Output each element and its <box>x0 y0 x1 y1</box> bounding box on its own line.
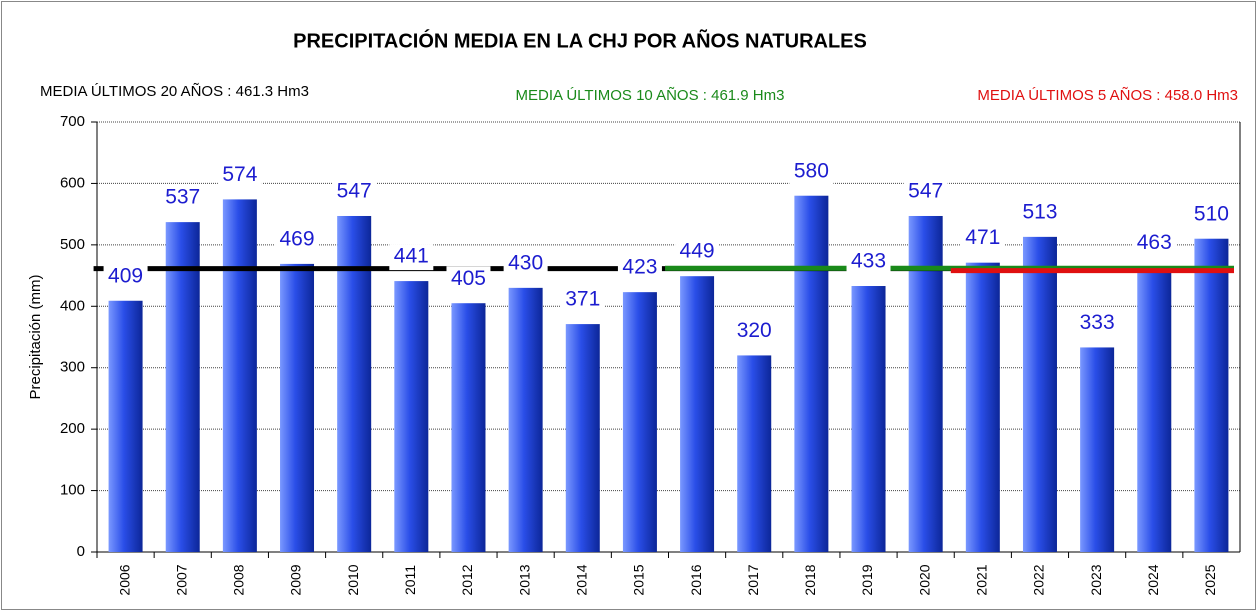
chart-title: PRECIPITACIÓN MEDIA EN LA CHJ POR AÑOS N… <box>293 28 867 52</box>
bar <box>680 276 715 552</box>
x-tick-label: 2017 <box>745 564 761 595</box>
label-box <box>675 239 720 266</box>
label-box <box>332 178 377 205</box>
data-label: 409 <box>108 264 143 287</box>
label-box <box>903 178 948 205</box>
data-label: 371 <box>565 288 600 311</box>
x-tick-label: 2009 <box>288 564 304 595</box>
bar <box>1194 238 1229 552</box>
label-box <box>217 162 262 189</box>
bar <box>965 262 1000 552</box>
label-box <box>1132 230 1177 257</box>
data-label: 430 <box>508 251 543 274</box>
data-label: 471 <box>965 226 1000 249</box>
label-box <box>560 287 605 314</box>
mean-label: MEDIA ÚLTIMOS 20 AÑOS : 461.3 Hm3 <box>40 83 309 100</box>
x-tick-label: 2024 <box>1145 564 1161 595</box>
data-label: 333 <box>1080 311 1115 334</box>
data-label: 547 <box>337 180 372 203</box>
label-box <box>846 249 891 276</box>
y-tick-label: 700 <box>60 113 85 130</box>
bar <box>222 199 257 552</box>
x-tick-label: 2018 <box>802 564 818 595</box>
label-box <box>160 185 205 212</box>
data-label: 580 <box>794 159 829 182</box>
bar <box>337 215 372 552</box>
bar <box>565 324 600 552</box>
x-tick-label: 2006 <box>116 564 132 595</box>
x-tick-label: 2019 <box>859 564 875 595</box>
data-label: 510 <box>1194 202 1229 225</box>
label-box <box>732 318 777 345</box>
bar <box>108 300 143 552</box>
bar <box>908 215 943 552</box>
x-tick-label: 2010 <box>345 564 361 595</box>
x-tick-label: 2012 <box>459 564 475 595</box>
data-label: 537 <box>165 186 200 209</box>
data-label: 547 <box>908 180 943 203</box>
data-label: 574 <box>222 163 257 186</box>
x-tick-label: 2007 <box>173 564 189 595</box>
y-tick-label: 100 <box>60 482 85 499</box>
bar <box>1080 347 1115 552</box>
mean-label: MEDIA ÚLTIMOS 10 AÑOS : 461.9 Hm3 <box>516 87 785 104</box>
label-box <box>960 225 1005 252</box>
bar <box>451 303 486 552</box>
bar <box>165 222 200 552</box>
label-box <box>617 255 662 282</box>
mean-label: MEDIA ÚLTIMOS 5 AÑOS : 458.0 Hm3 <box>977 87 1238 104</box>
data-label: 449 <box>680 240 715 263</box>
x-tick-label: 2011 <box>402 565 418 595</box>
label-box <box>446 266 491 293</box>
y-tick-label: 300 <box>60 359 85 376</box>
label-box <box>103 263 148 290</box>
x-tick-label: 2016 <box>688 564 704 595</box>
bar <box>622 292 657 552</box>
label-box <box>1189 201 1234 228</box>
bar <box>1022 236 1057 552</box>
bar <box>851 286 886 552</box>
label-box <box>1017 199 1062 226</box>
label-box <box>1075 310 1120 337</box>
data-label: 469 <box>280 227 315 250</box>
y-axis-title: Precipitación (mm) <box>27 274 44 399</box>
label-box <box>789 158 834 185</box>
bar <box>1137 267 1172 552</box>
data-label: 423 <box>622 256 657 279</box>
label-box <box>275 226 320 253</box>
data-label: 405 <box>451 267 486 290</box>
x-tick-label: 2014 <box>573 564 589 595</box>
bar <box>737 355 772 552</box>
data-label: 320 <box>737 319 772 342</box>
bar <box>394 281 429 552</box>
y-tick-label: 500 <box>60 236 85 253</box>
bar <box>794 195 829 552</box>
y-tick-label: 600 <box>60 174 85 191</box>
label-box <box>389 244 434 271</box>
data-label: 433 <box>851 250 886 273</box>
bar <box>508 287 543 552</box>
x-tick-label: 2022 <box>1031 564 1047 595</box>
bar <box>280 263 315 552</box>
data-label: 441 <box>394 245 429 268</box>
y-tick-label: 400 <box>60 297 85 314</box>
y-tick-label: 0 <box>77 543 85 560</box>
x-tick-label: 2013 <box>516 564 532 595</box>
x-tick-label: 2025 <box>1202 564 1218 595</box>
x-tick-label: 2015 <box>631 564 647 595</box>
data-label: 463 <box>1137 231 1172 254</box>
y-tick-label: 200 <box>60 420 85 437</box>
x-tick-label: 2021 <box>974 564 990 595</box>
x-tick-label: 2008 <box>231 564 247 595</box>
x-tick-label: 2020 <box>916 564 932 595</box>
label-box <box>503 250 548 277</box>
data-label: 513 <box>1022 200 1057 223</box>
x-tick-label: 2023 <box>1088 564 1104 595</box>
